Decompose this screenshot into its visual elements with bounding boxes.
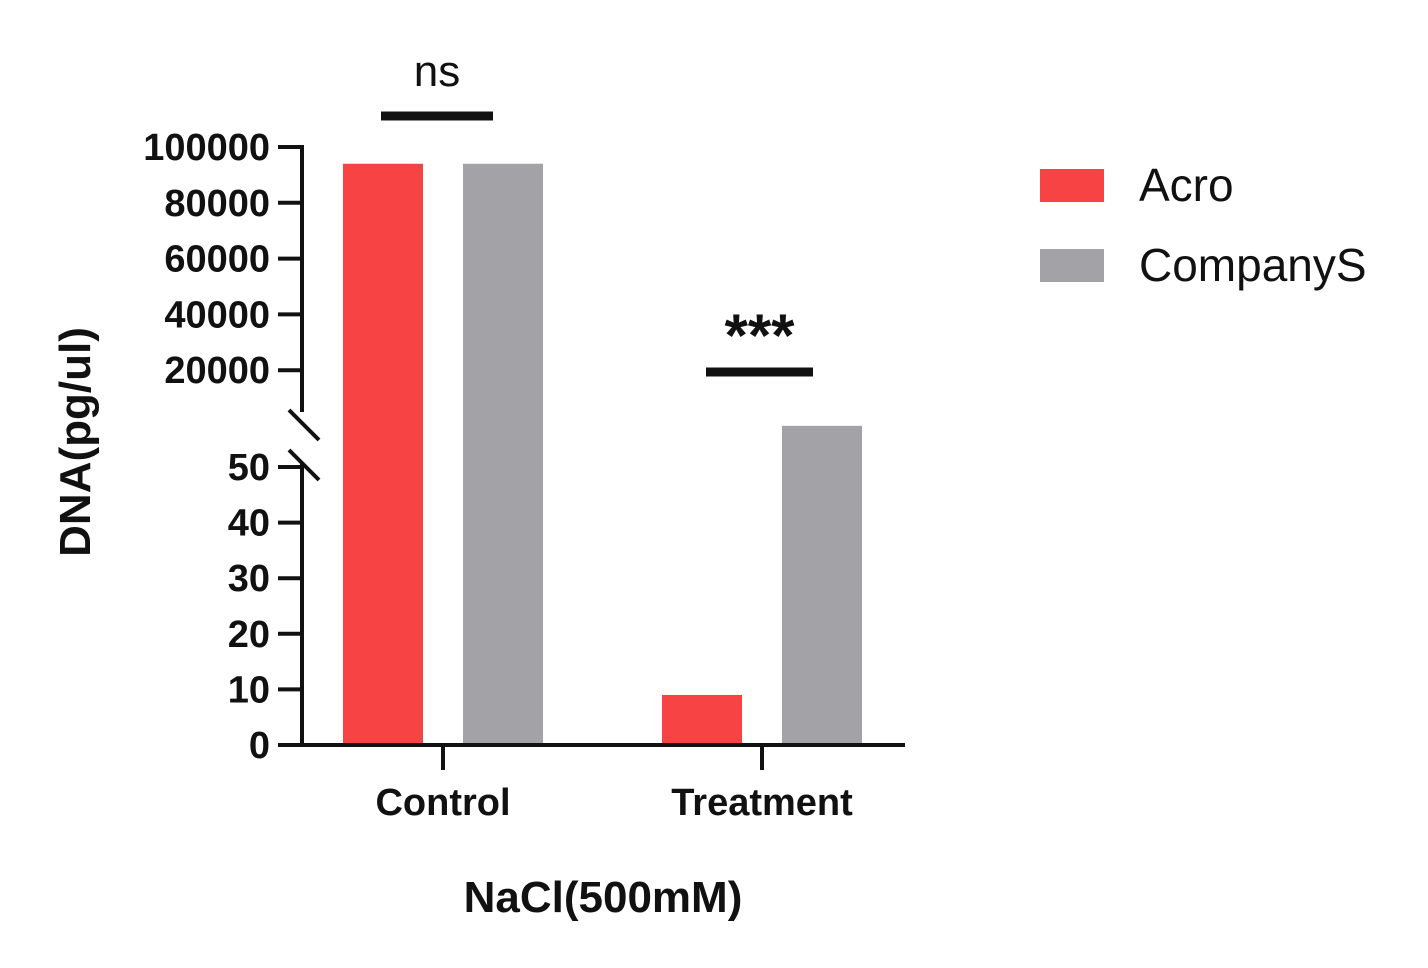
- legend-label-companys: CompanyS: [1139, 239, 1367, 291]
- y-tick-label: 30: [228, 558, 270, 600]
- axes-layer: 0 10 20 30 40 50 20000 40000 60000 80000 100000 Con…: [143, 127, 905, 824]
- y-tick-label: 80000: [164, 183, 270, 225]
- y-tick-label: 20: [228, 614, 270, 656]
- bars-layer: [343, 163, 862, 746]
- legend-label-acro: Acro: [1139, 159, 1234, 211]
- y-tick-label: 40000: [164, 294, 270, 336]
- legend-swatch-companys: [1040, 249, 1104, 282]
- bar-companys-control: [463, 163, 543, 746]
- y-tick-label: 20000: [164, 350, 270, 392]
- legend: Acro CompanyS: [1040, 159, 1367, 291]
- bar-acro-treatment: [662, 694, 742, 745]
- significance-label: ns: [414, 47, 460, 96]
- axis-break-mark: [287, 448, 321, 482]
- y-axis-title: DNA(pg/ul): [51, 327, 100, 557]
- significance-label: ***: [724, 302, 795, 369]
- axis-break-mark: [287, 408, 321, 442]
- y-tick-label: 0: [249, 725, 270, 767]
- bar-companys-treatment: [782, 425, 862, 745]
- y-tick-label: 60000: [164, 239, 270, 281]
- legend-swatch-acro: [1040, 169, 1104, 202]
- x-axis-title: NaCl(500mM): [464, 873, 743, 922]
- y-tick-label: 40: [228, 503, 270, 545]
- y-tick-label: 100000: [143, 127, 270, 169]
- significance-layer: ns ***: [381, 47, 813, 377]
- x-tick-label-treatment: Treatment: [671, 782, 853, 824]
- y-tick-label: 10: [228, 669, 270, 711]
- bar-acro-control: [343, 163, 423, 746]
- y-tick-label: 50: [228, 447, 270, 489]
- x-tick-label-control: Control: [375, 782, 510, 824]
